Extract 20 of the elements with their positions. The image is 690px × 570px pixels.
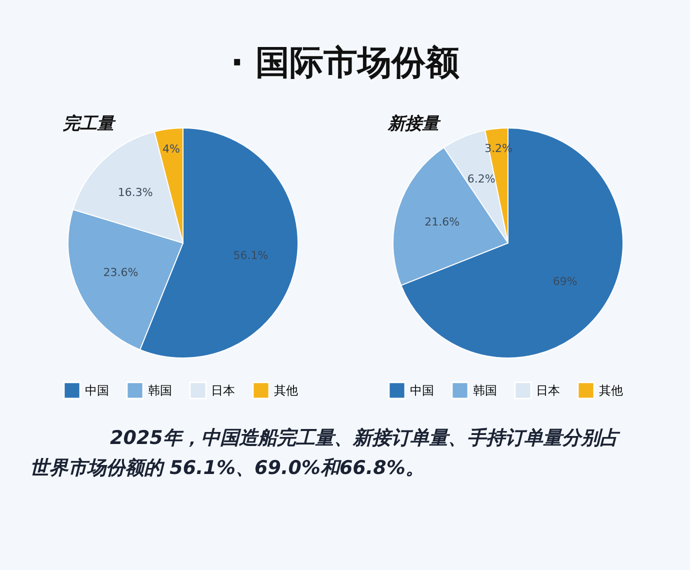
legend-label: 韩国 — [148, 383, 172, 398]
legend-label: 日本 — [210, 383, 234, 398]
legend-label: 其他 — [274, 383, 298, 398]
chart-title: 新接量 — [386, 114, 440, 134]
legend-label: 韩国 — [472, 383, 496, 398]
data-label: 21.6% — [424, 216, 460, 229]
legend-label: 中国 — [410, 383, 434, 398]
text: 2025年，中国造船完工量、新接订单量、手持订单量分别占 — [109, 426, 622, 451]
data-label: 56.1% — [232, 249, 268, 262]
legend-label: 中国 — [84, 383, 108, 398]
chart-subtitle: 完工量 — [62, 114, 116, 134]
legend-label: 日本 — [536, 383, 560, 398]
data-label: 4% — [162, 142, 180, 156]
data-label: 23.6% — [102, 266, 138, 279]
text: 世界市场份额的 56.1%、69.0%和66.8%。 — [30, 456, 426, 481]
data-label: 6.2% — [466, 172, 495, 186]
data-label: 69% — [552, 274, 577, 288]
chart-title: · 国际市场份额 — [230, 42, 460, 85]
data-label: 16.3% — [117, 186, 152, 200]
legend-label: 其他 — [598, 383, 622, 398]
